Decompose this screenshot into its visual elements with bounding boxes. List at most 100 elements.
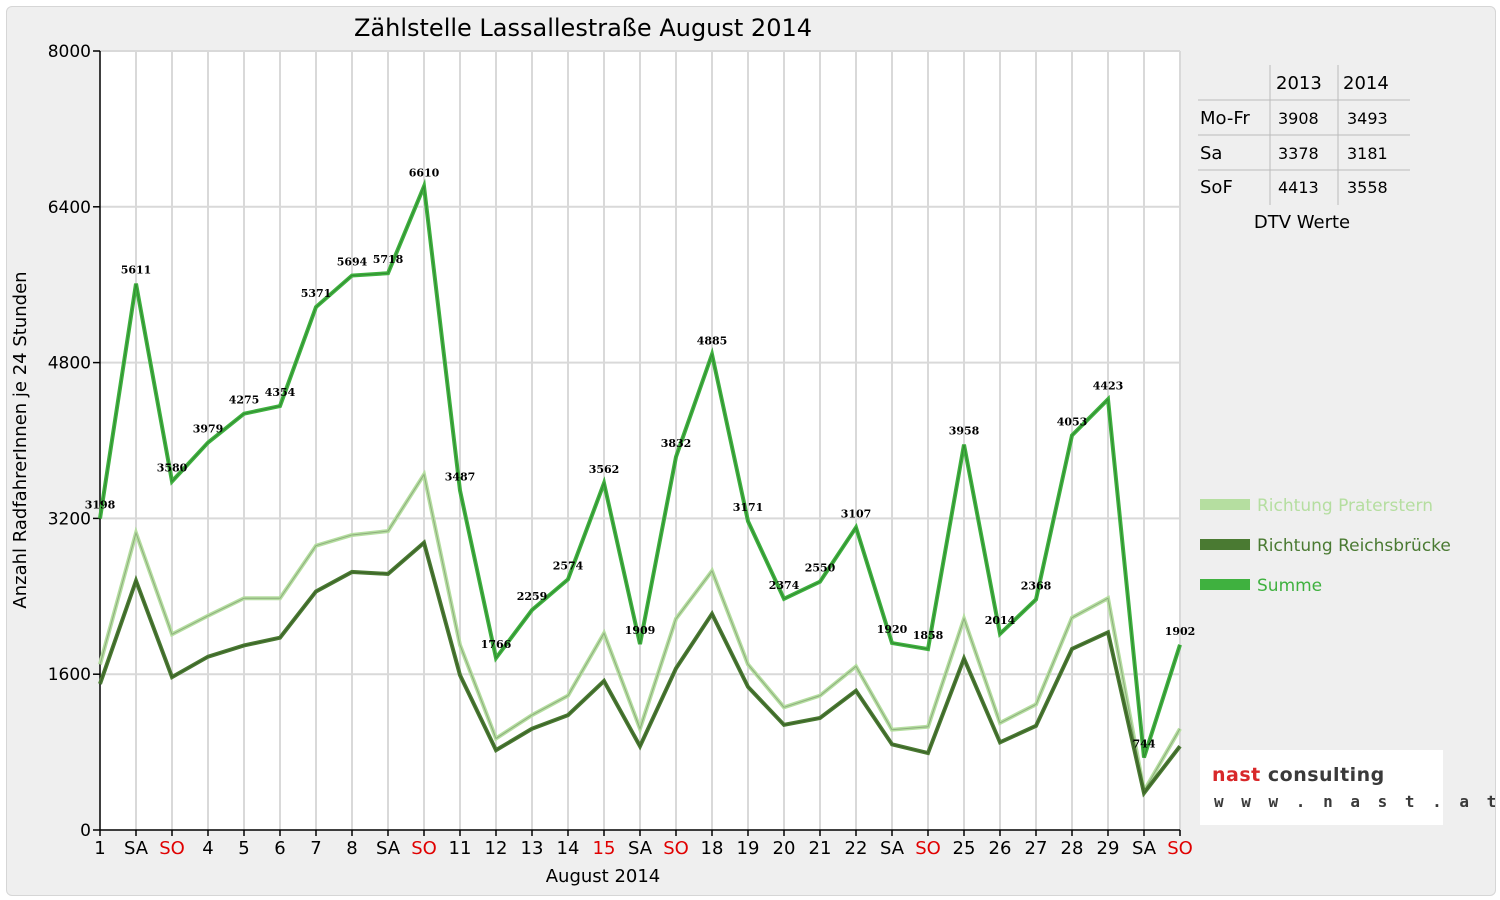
data-labels: 3198 5611 3580 3979 4275 4354 5371 5694 5718 6610…: [85, 166, 1196, 750]
x-tick-label: 28: [1061, 838, 1084, 859]
x-tick-label: SA: [376, 838, 401, 859]
data-label: 3562: [589, 463, 620, 476]
y-tick-label: 3200: [48, 509, 91, 529]
logo-brand: nast consulting: [1212, 764, 1385, 786]
legend-label: Richtung Praterstern: [1257, 496, 1433, 516]
x-tick-label: SO: [663, 838, 689, 859]
data-label: 1920: [877, 623, 908, 636]
dtv-row-label: Sa: [1200, 143, 1222, 164]
legend-swatch: [1200, 579, 1250, 590]
x-tick-label: 7: [310, 838, 321, 859]
data-label: 2014: [985, 614, 1016, 627]
data-label: 1858: [913, 629, 944, 642]
y-tick-label: 0: [80, 821, 91, 841]
x-tick-label: SA: [124, 838, 149, 859]
x-tick-label: SO: [159, 838, 185, 859]
data-label: 4885: [697, 334, 728, 347]
data-label: 1909: [625, 624, 656, 637]
x-tick-label: 26: [989, 838, 1012, 859]
dtv-table: 2013 2014 Mo-Fr 3908 3493 Sa 3378 3181 S…: [1198, 65, 1410, 233]
data-label: 3958: [949, 425, 980, 438]
data-label: 3198: [85, 499, 116, 512]
dtv-col-2013: 2013: [1276, 73, 1322, 94]
data-label: 4275: [229, 394, 260, 407]
series-line-core: [99, 473, 1181, 793]
data-label: 744: [1133, 738, 1156, 751]
axes: [93, 50, 1181, 836]
x-tick-label: 6: [274, 838, 285, 859]
data-label: 4354: [265, 386, 296, 399]
dtv-cell: 3908: [1278, 109, 1319, 128]
data-label: 3487: [445, 470, 476, 483]
y-tick-labels: 0 1600 3200 4800 6400 8000: [48, 42, 91, 841]
y-axis-label: Anzahl RadfahrerInnen je 24 Stunden: [10, 271, 31, 608]
x-tick-label: 27: [1025, 838, 1048, 859]
chart-title: Zählstelle Lassallestraße August 2014: [354, 14, 812, 42]
x-tick-label: 8: [346, 838, 357, 859]
legend: Richtung Praterstern Richtung Reichsbrück…: [1200, 496, 1451, 596]
data-label: 4423: [1093, 379, 1124, 392]
x-tick-label: 13: [521, 838, 544, 859]
x-tick-label: 14: [557, 838, 580, 859]
x-tick-label: 5: [238, 838, 249, 859]
logo-brand-consulting: consulting: [1267, 764, 1385, 786]
x-tick-label: 21: [809, 838, 832, 859]
data-label: 2550: [805, 562, 836, 575]
x-tick-label: 25: [953, 838, 976, 859]
dtv-cell: 4413: [1278, 178, 1319, 197]
grid: [100, 50, 1181, 830]
series-line-core: [99, 184, 1181, 758]
x-tick-label: 11: [449, 838, 472, 859]
data-label: 5611: [121, 264, 152, 277]
x-tick-label: 15: [593, 838, 616, 859]
series-line: [98, 539, 1182, 798]
data-label: 5371: [301, 287, 332, 300]
x-tick-label: SA: [880, 838, 905, 859]
dtv-col-2014: 2014: [1343, 73, 1389, 94]
data-label: 3832: [661, 437, 692, 450]
x-tick-label: 12: [485, 838, 508, 859]
x-tick-label: 22: [845, 838, 868, 859]
data-label: 4053: [1057, 415, 1088, 428]
nast-consulting-logo: nast consulting w w w . n a s t . a t: [1200, 750, 1496, 825]
x-tick-label: 18: [701, 838, 724, 859]
x-tick-label: 29: [1097, 838, 1120, 859]
data-label: 3171: [733, 501, 764, 514]
x-tick-label: 20: [773, 838, 796, 859]
logo-url: w w w . n a s t . a t: [1214, 792, 1500, 811]
x-tick-label: SO: [411, 838, 437, 859]
data-label: 2368: [1021, 579, 1052, 592]
legend-swatch: [1200, 539, 1250, 550]
y-tick-label: 1600: [48, 665, 91, 685]
data-label: 1766: [481, 638, 512, 651]
x-tick-label: 19: [737, 838, 760, 859]
dtv-row-label: Mo-Fr: [1200, 108, 1250, 129]
dtv-caption: DTV Werte: [1254, 212, 1350, 233]
legend-label: Summe: [1257, 576, 1322, 596]
x-axis-label: August 2014: [546, 866, 661, 887]
data-label: 2374: [769, 579, 800, 592]
data-label: 5718: [373, 253, 404, 266]
y-tick-label: 4800: [48, 354, 91, 374]
x-tick-labels: 1 SA SO 4 5 6 7 8 SA SO 11 12 13 14 15 SA SO 18 19 20 21 22 SA…: [94, 838, 1193, 859]
data-label: 3580: [157, 461, 188, 474]
dtv-cell: 3378: [1278, 144, 1319, 163]
x-tick-label: 1: [94, 838, 105, 859]
x-tick-label: SO: [1167, 838, 1193, 859]
logo-brand-nast: nast: [1212, 764, 1261, 786]
data-label: 5694: [337, 256, 368, 269]
legend-swatch: [1200, 499, 1250, 510]
data-label: 1902: [1165, 625, 1196, 638]
dtv-row-label: SoF: [1200, 177, 1233, 198]
dtv-cell: 3558: [1347, 178, 1388, 197]
data-label: 2574: [553, 559, 584, 572]
data-label: 2259: [517, 590, 548, 603]
data-label: 6610: [409, 166, 440, 179]
x-tick-label: SA: [1132, 838, 1157, 859]
legend-label: Richtung Reichsbrücke: [1257, 536, 1451, 556]
data-label: 3107: [841, 507, 872, 520]
series-line-core: [99, 541, 1181, 795]
series-lines: [98, 178, 1182, 798]
x-tick-label: 4: [202, 838, 213, 859]
